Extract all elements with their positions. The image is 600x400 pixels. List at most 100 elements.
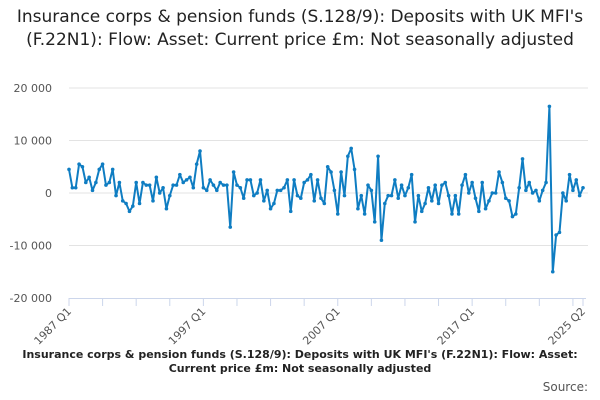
data-point (208, 178, 212, 182)
data-point (80, 164, 85, 169)
data-point (215, 188, 219, 193)
data-point (473, 196, 478, 201)
data-point (581, 185, 585, 190)
data-point (272, 201, 276, 206)
data-point (443, 180, 448, 185)
data-point (90, 188, 95, 193)
data-point (423, 201, 427, 206)
data-point (251, 193, 256, 198)
data-point (430, 199, 434, 203)
data-point (225, 183, 229, 187)
data-point (151, 199, 155, 203)
data-point (335, 212, 340, 216)
data-point (228, 225, 233, 229)
data-point (362, 212, 367, 216)
data-point (547, 104, 552, 109)
data-point (258, 178, 263, 182)
x-tick-label: 1997 Q1 (166, 305, 209, 348)
data-point (440, 183, 444, 187)
data-point (413, 220, 417, 224)
y-tick-label: 10 000 (14, 135, 53, 148)
data-point (241, 196, 246, 201)
data-point (282, 185, 286, 190)
data-point (520, 157, 525, 161)
data-point (419, 209, 424, 214)
data-point (534, 188, 538, 193)
data-point (325, 164, 330, 169)
data-point (517, 185, 521, 190)
data-point (137, 201, 142, 206)
data-point (527, 180, 532, 185)
y-tick-label: 20 000 (14, 82, 53, 95)
data-point (372, 220, 377, 224)
y-tick-label: 0 (45, 187, 52, 200)
data-point (171, 183, 175, 187)
data-point (70, 185, 75, 190)
data-point (174, 183, 179, 187)
data-point (342, 193, 347, 198)
data-point (248, 178, 253, 182)
data-point (154, 175, 159, 180)
data-point (356, 206, 360, 211)
data-point (141, 180, 145, 185)
data-point (369, 188, 374, 193)
data-point (315, 178, 320, 182)
data-point (450, 212, 454, 216)
data-point (550, 269, 555, 274)
x-tick-label: 1987 Q1 (32, 305, 75, 348)
data-point (426, 185, 431, 190)
y-tick-label: -10 000 (10, 240, 52, 253)
data-point (134, 180, 138, 185)
data-point (382, 201, 387, 206)
data-point (161, 185, 165, 190)
data-point (433, 183, 437, 187)
data-point (292, 178, 296, 182)
data-point (487, 199, 491, 203)
data-point (309, 172, 313, 177)
data-point (466, 191, 471, 195)
data-point (201, 185, 206, 190)
data-point (379, 238, 384, 243)
data-point (366, 183, 370, 187)
data-point (167, 193, 172, 198)
data-point (436, 201, 441, 206)
data-point (470, 180, 474, 185)
data-point (94, 180, 98, 185)
data-point (302, 180, 306, 185)
data-point (386, 193, 390, 198)
data-point (67, 167, 71, 172)
data-point (409, 172, 414, 177)
data-point (265, 188, 270, 193)
data-point (231, 170, 236, 174)
data-point (577, 193, 582, 198)
data-point (463, 172, 468, 177)
data-point (184, 178, 189, 182)
data-point (524, 188, 528, 193)
data-point (181, 180, 186, 185)
data-point (164, 206, 169, 211)
data-point (83, 180, 88, 185)
data-point (238, 185, 243, 190)
data-point (349, 146, 353, 151)
data-point (507, 199, 511, 203)
data-point (480, 180, 485, 185)
data-point (77, 162, 81, 166)
data-point (110, 167, 115, 172)
data-point (352, 167, 357, 172)
x-tick-label: 2017 Q1 (435, 305, 478, 348)
data-point (120, 199, 125, 203)
data-point (285, 178, 290, 182)
x-tick-label: 2007 Q1 (300, 305, 343, 348)
data-point (157, 191, 162, 195)
data-point (497, 170, 501, 174)
data-point (107, 180, 112, 185)
data-point (124, 201, 128, 206)
data-point (191, 185, 196, 190)
data-point (503, 196, 508, 201)
data-point (460, 183, 464, 187)
data-point (530, 191, 535, 195)
data-point (346, 154, 350, 159)
data-point (329, 170, 333, 174)
data-point (406, 185, 411, 190)
